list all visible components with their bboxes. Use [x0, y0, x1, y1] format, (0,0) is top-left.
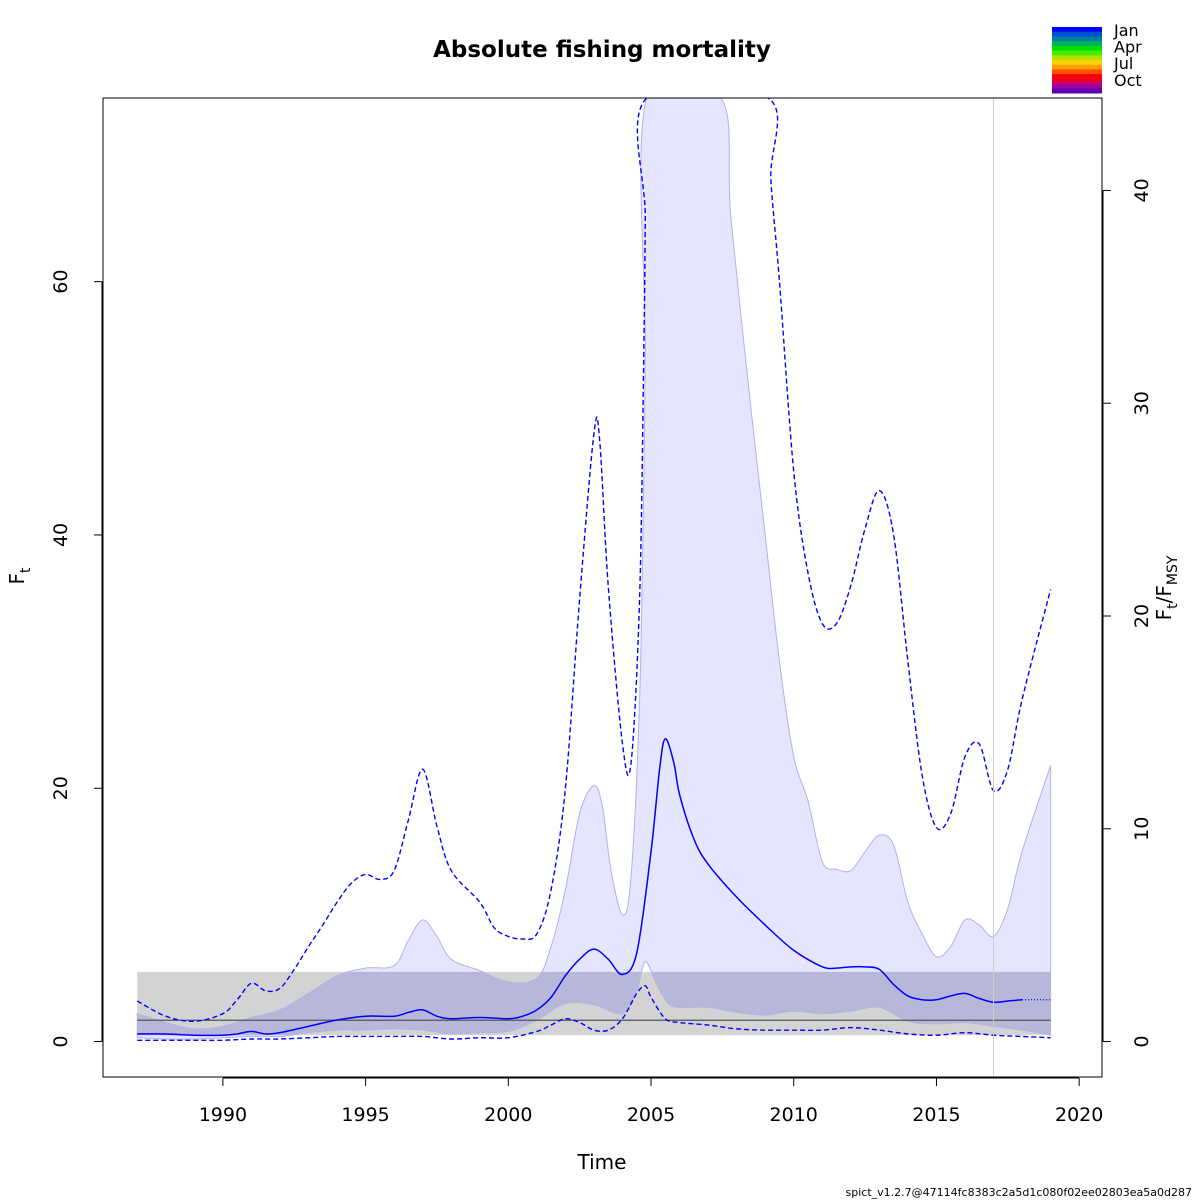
plot-frame — [102, 97, 1103, 1078]
x-tick-label: 2010 — [770, 1104, 818, 1126]
y-label-main: F — [5, 573, 29, 585]
y2-tick-label: 10 — [1131, 817, 1153, 841]
y2-axis-label: Ft/FMSY — [1152, 555, 1181, 620]
legend-color-swatch — [1052, 78, 1102, 85]
x-tick-label: 2000 — [484, 1104, 532, 1126]
x-tick-label: 2015 — [912, 1104, 960, 1126]
y-tick-label: 20 — [50, 776, 72, 800]
x-axis: 1990 1995 2000 2005 2010 2015 2020 — [199, 1077, 1103, 1126]
legend-color-swatch — [1052, 36, 1102, 42]
legend-color-swatch — [1052, 83, 1102, 89]
y2-tick-label: 20 — [1131, 604, 1153, 628]
y2-label-mid: /F — [1152, 585, 1176, 603]
overlap-fill — [137, 971, 1051, 1036]
x-axis-label: Time — [577, 1150, 627, 1174]
chart-title: Absolute fishing mortality — [433, 37, 771, 63]
legend-color-swatch — [1052, 41, 1102, 47]
version-footer: spict_v1.2.7@47114fc8383c2a5d1c080f02ee0… — [846, 1186, 1192, 1199]
y2-tick-label: 0 — [1131, 1035, 1153, 1047]
y-tick-label: 40 — [50, 523, 72, 547]
band-ribbon-overlap — [137, 971, 1051, 1036]
upper-ci-line — [136, 98, 1052, 1023]
legend-color-swatch — [1052, 64, 1102, 70]
legend-color-swatch — [1052, 31, 1102, 37]
y-tick-label: 60 — [50, 270, 72, 294]
y2-tick-label: 40 — [1131, 178, 1153, 202]
y2-label-sub2: MSY — [1165, 555, 1181, 585]
x-tick-label: 2020 — [1055, 1104, 1103, 1126]
legend-color-swatch — [1052, 50, 1102, 56]
y2-label-sub: t — [1165, 603, 1181, 609]
f-estimate-line — [137, 738, 1023, 1037]
legend-color-swatch — [1052, 88, 1102, 94]
lower-ci-line — [137, 985, 1051, 1042]
y2-label-main: F — [1152, 609, 1176, 621]
legend-color-swatch — [1052, 74, 1102, 80]
y-axis-label: Ft — [5, 567, 34, 585]
x-tick-label: 1995 — [341, 1104, 389, 1126]
legend-month-label: Jul — [1113, 54, 1133, 73]
legend-color-swatch — [1052, 27, 1102, 33]
legend-color-swatch — [1052, 55, 1102, 61]
y2-axis: 0 10 20 30 40 — [1102, 178, 1153, 1048]
x-tick-label: 2005 — [627, 1104, 675, 1126]
legend-month-label: Oct — [1114, 71, 1142, 90]
y2-tick-label: 30 — [1131, 391, 1153, 415]
f-ci-ribbon — [136, 98, 1052, 1040]
plot-area — [136, 98, 1052, 1077]
x-tick-label: 1990 — [199, 1104, 247, 1126]
legend-month-label: Jan — [1113, 21, 1139, 40]
legend-color-swatch — [1052, 69, 1102, 75]
y-axis: 0 20 40 60 — [50, 270, 103, 1048]
legend-color-swatch — [1052, 60, 1102, 66]
legend-color-swatch — [1052, 45, 1102, 52]
y-label-sub: t — [18, 567, 34, 573]
y-tick-label: 0 — [50, 1035, 72, 1047]
legend-month-label: Apr — [1114, 38, 1142, 57]
